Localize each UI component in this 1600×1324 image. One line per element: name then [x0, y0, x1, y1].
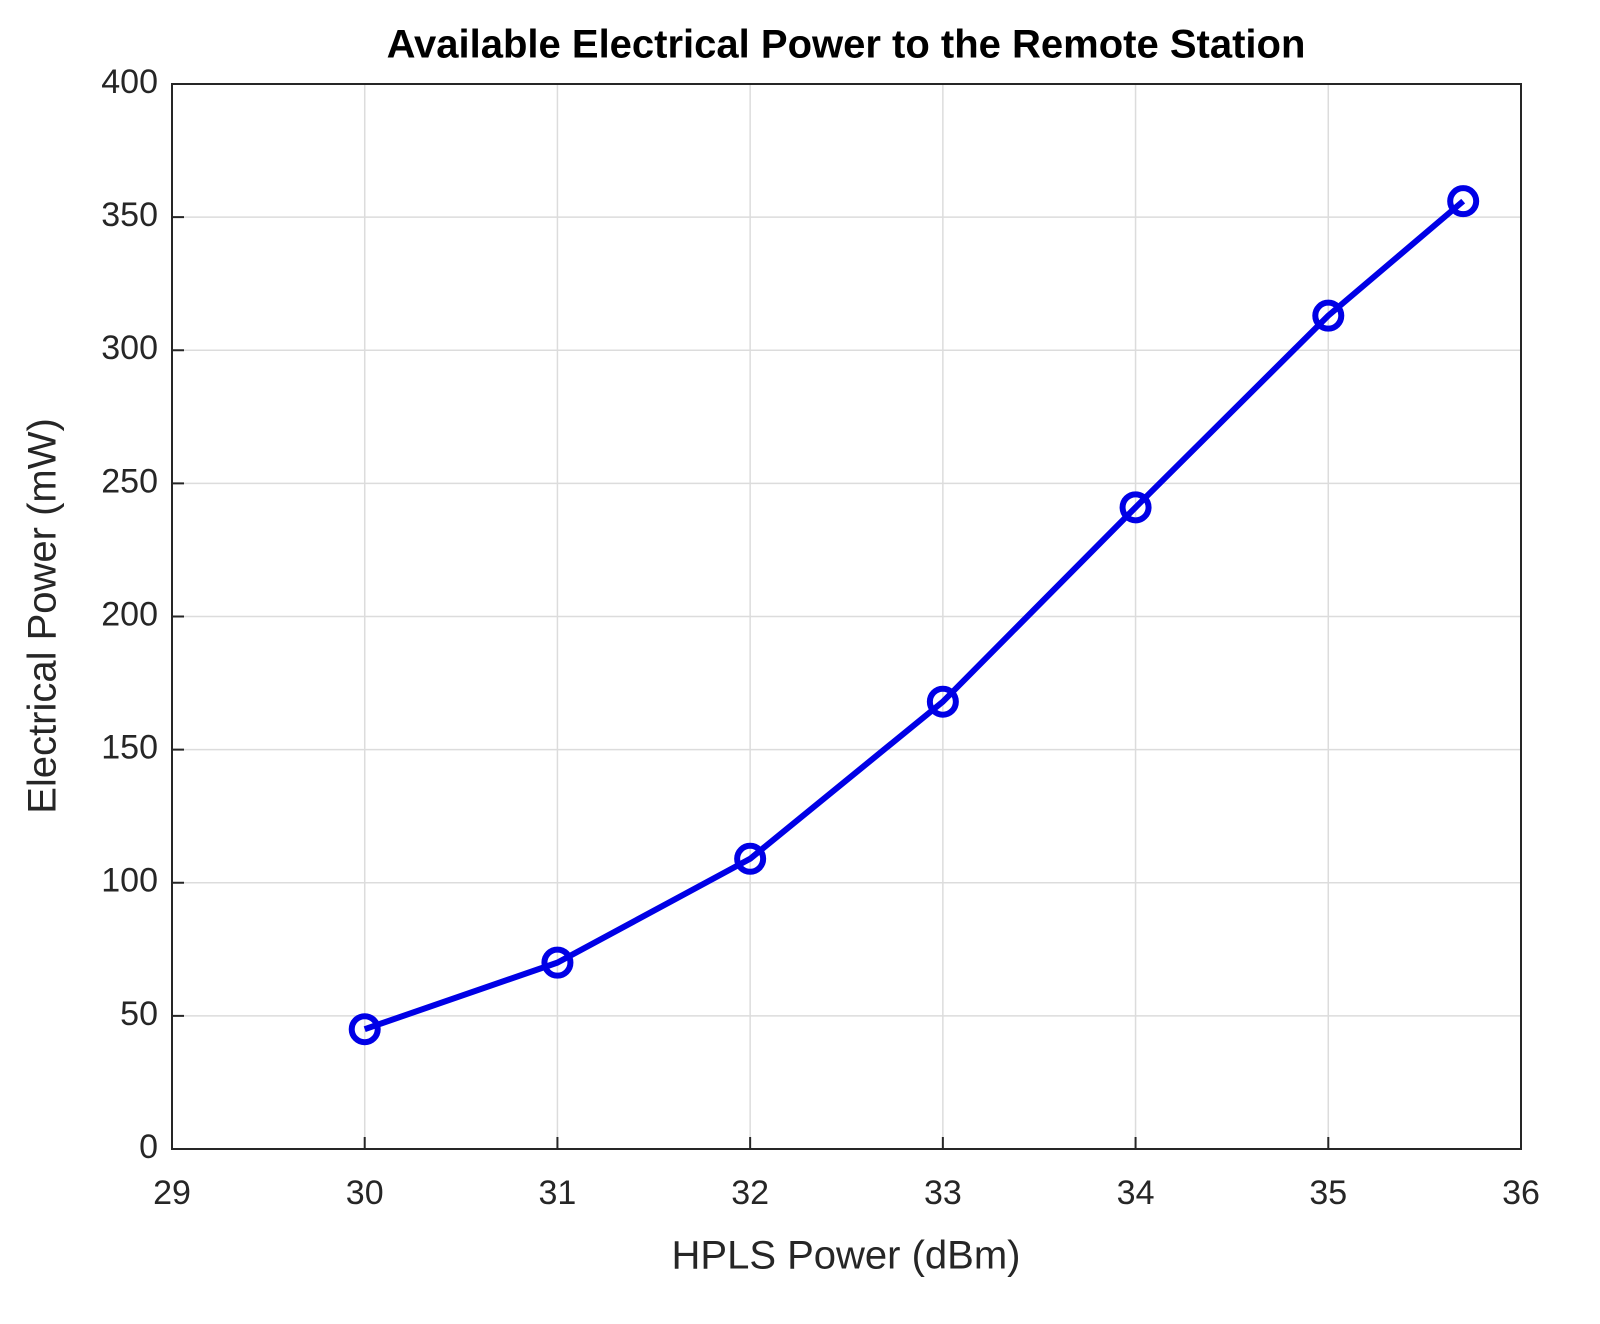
y-tick-label: 100 — [101, 862, 158, 900]
y-tick-label: 400 — [101, 63, 158, 101]
y-tick-label: 0 — [139, 1128, 158, 1166]
x-tick-label: 32 — [731, 1174, 769, 1212]
x-tick-label: 29 — [153, 1174, 191, 1212]
data-point — [926, 685, 959, 718]
x-tick-label: 35 — [1309, 1174, 1347, 1212]
y-tick-label: 50 — [120, 995, 158, 1033]
data-point — [1312, 299, 1345, 332]
x-tick-label: 31 — [539, 1174, 577, 1212]
y-tick-label: 350 — [101, 196, 158, 234]
x-tick-label: 33 — [924, 1174, 962, 1212]
data-point — [1447, 185, 1480, 218]
x-tick-label: 36 — [1502, 1174, 1540, 1212]
y-axis-label: Electrical Power (mW) — [21, 418, 65, 814]
y-tick-label: 200 — [101, 595, 158, 633]
data-point — [1119, 491, 1152, 524]
y-tick-label: 250 — [101, 462, 158, 500]
chart-title: Available Electrical Power to the Remote… — [387, 23, 1306, 67]
data-point — [541, 946, 574, 979]
y-tick-label: 150 — [101, 729, 158, 767]
plot-frame — [171, 83, 1522, 1150]
data-point — [348, 1013, 381, 1046]
x-axis-label: HPLS Power (dBm) — [672, 1234, 1021, 1278]
x-tick-label: 30 — [346, 1174, 384, 1212]
y-tick-label: 300 — [101, 329, 158, 367]
data-line — [363, 198, 1466, 1033]
data-point — [734, 842, 767, 875]
x-tick-label: 34 — [1117, 1174, 1155, 1212]
